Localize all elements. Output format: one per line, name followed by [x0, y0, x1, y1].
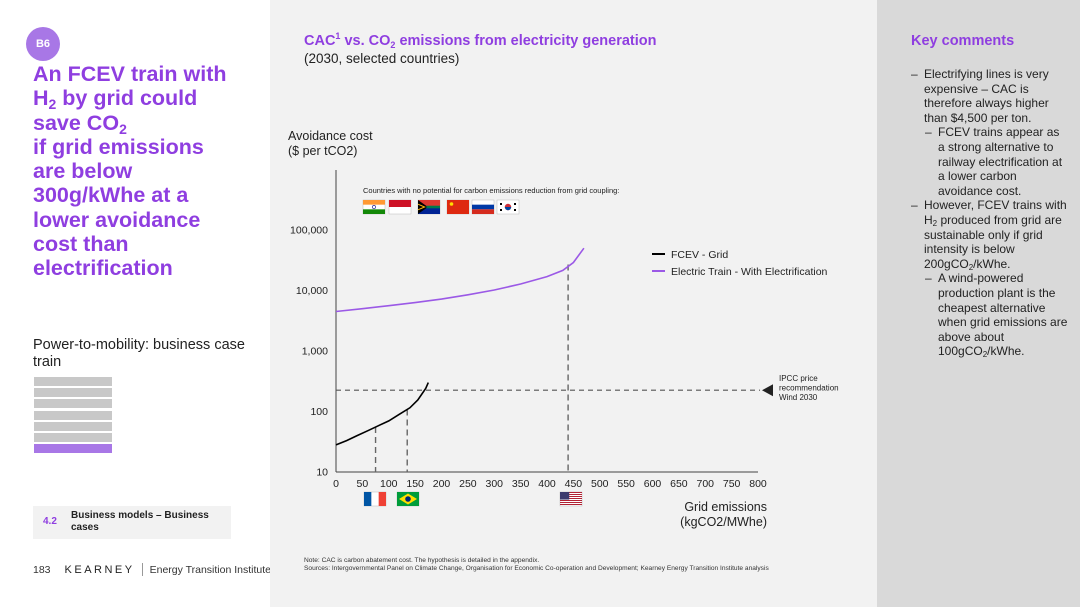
page-number: 183 [33, 563, 51, 576]
nav-item[interactable] [34, 432, 112, 442]
headline-line: are below [33, 159, 133, 184]
chart-notes: Note: CAC is carbon abatement cost. The … [304, 557, 769, 574]
nav-item[interactable] [34, 421, 112, 431]
headline-line: if grid emissions [33, 134, 204, 159]
section-nav [34, 377, 112, 455]
title-superscript: 1 [335, 31, 341, 42]
key-comments-list: Electrifying lines is very expensive – C… [909, 67, 1069, 359]
headline: An FCEV train with H2 by grid could save… [33, 62, 265, 281]
title-part: CAC [304, 33, 336, 49]
key-comment-item: Electrifying lines is very expensive – C… [909, 67, 1069, 125]
left-panel: B6 An FCEV train with H2 by grid could s… [0, 0, 271, 607]
note-line: Note: CAC is carbon abatement cost. The … [304, 557, 540, 564]
headline-subscript: 2 [48, 96, 57, 113]
chart-title: CAC1 vs. CO2 emissions from electricity … [304, 31, 657, 50]
headline-line: An FCEV train with [33, 62, 227, 86]
key-comment-item: FCEV trains appear as a strong alternati… [909, 125, 1069, 198]
headline-line: save CO [33, 110, 120, 135]
nav-item[interactable] [34, 410, 112, 420]
sources-line: Sources: Intergovernmental Panel on Clim… [304, 565, 769, 573]
chart-subtitle: (2030, selected countries) [304, 51, 460, 66]
headline-line: cost than [33, 232, 129, 257]
headline-line: H [33, 86, 49, 111]
headline-line: electrification [33, 256, 173, 281]
title-part: emissions from electricity generation [395, 33, 657, 49]
headline-subscript: 2 [119, 120, 127, 137]
key-comments-title: Key comments [911, 33, 1015, 49]
key-comment-item: A wind-powered production plant is the c… [909, 271, 1069, 359]
headline-line: 300g/kWhe at a [33, 183, 189, 208]
nav-item[interactable] [34, 388, 112, 398]
nav-item-active[interactable] [34, 444, 112, 454]
headline-line: lower avoidance [33, 207, 201, 232]
institute-name: Energy Transition Institute [149, 563, 272, 576]
chart-panel [270, 0, 877, 607]
section-subtitle: Power-to-mobility: business case train [33, 337, 245, 370]
key-comment-item: However, FCEV trains with H2 produced fr… [909, 198, 1069, 271]
section-number: 4.2 [43, 516, 57, 527]
nav-item[interactable] [34, 399, 112, 409]
brand-logo: KEARNEY [64, 563, 135, 576]
headline-line: by grid could [56, 86, 198, 111]
section-label: Business models – Business cases [71, 510, 209, 533]
nav-item[interactable] [34, 377, 112, 386]
footer-divider [141, 563, 143, 576]
section-badge: B6 [26, 27, 60, 61]
footer: 183 KEARNEY Energy Transition Institute [33, 563, 271, 576]
section-box: 4.2 Business models – Business cases [33, 506, 231, 539]
title-subscript: 2 [390, 40, 396, 50]
title-part: vs. CO [340, 33, 391, 49]
